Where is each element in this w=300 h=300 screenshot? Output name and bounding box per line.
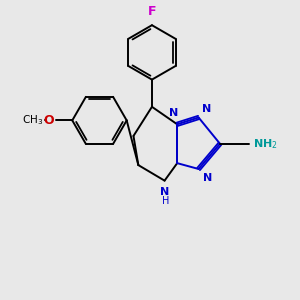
Text: H: H <box>162 196 169 206</box>
Text: O: O <box>43 114 54 127</box>
Text: N: N <box>169 109 178 118</box>
Text: N: N <box>203 173 213 183</box>
Text: N: N <box>202 103 212 114</box>
Text: F: F <box>148 5 156 18</box>
Text: N: N <box>160 188 169 197</box>
Text: NH$_2$: NH$_2$ <box>253 137 278 151</box>
Text: CH$_3$: CH$_3$ <box>22 113 43 127</box>
